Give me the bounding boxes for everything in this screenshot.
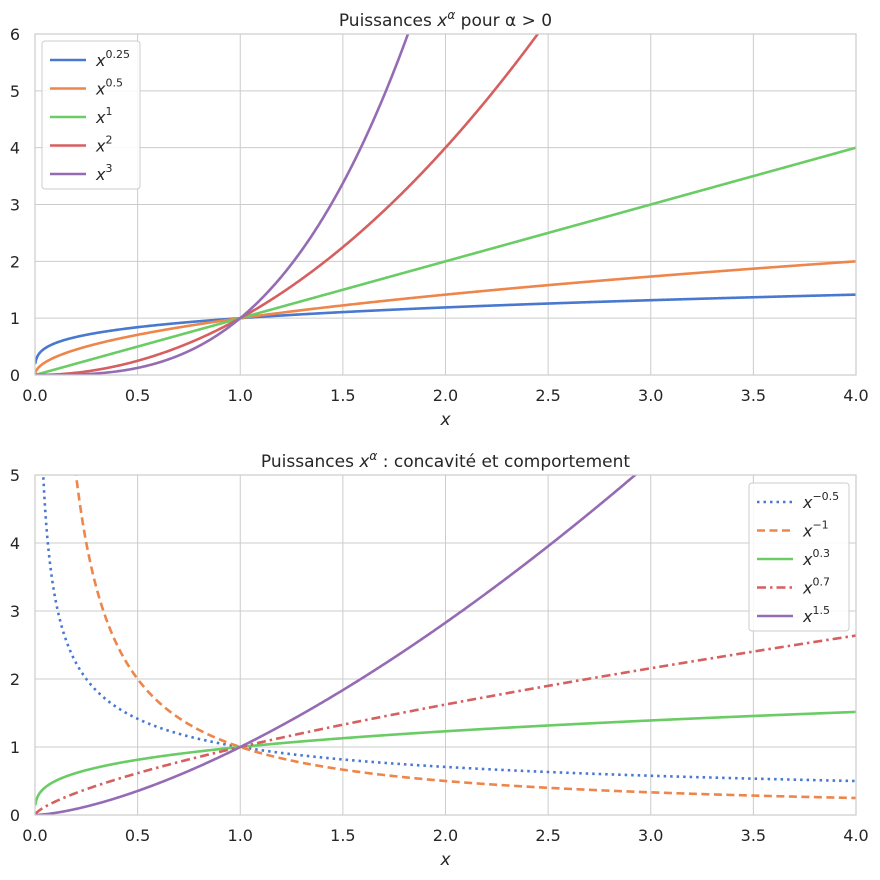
series-line-x0.25 [35,293,856,365]
y-tick-label: 0 [10,366,20,385]
y-tick-label: 3 [10,196,20,215]
x-tick-label: 3.0 [638,826,663,845]
x-tick-label: 1.5 [330,826,355,845]
x-tick-label: 3.0 [638,386,663,405]
y-tick-label: 5 [10,466,20,485]
series-line-x1 [35,146,856,375]
x-axis-label: x [439,850,451,870]
legend: x0.25 x0.5 x1 x2 x3 [41,40,141,190]
x-tick-label: 2.0 [433,826,458,845]
x-tick-label: 0.0 [22,386,47,405]
y-tick-label: 6 [10,25,20,44]
series-line-x-1 [74,475,856,800]
y-tick-label: 1 [10,309,20,328]
grid [34,474,857,816]
y-tick-label: 2 [10,252,20,271]
legend-label: x0.25 [95,48,130,70]
plot-frame [34,33,857,376]
x-tick-label: 0.0 [22,826,47,845]
x-tick-label: 4.0 [843,386,868,405]
legend-label: x0.7 [802,576,830,598]
legend-label: x−1 [802,519,829,541]
legend-box [41,40,141,190]
x-tick-label: 2.0 [433,386,458,405]
legend-label: x0.5 [95,77,123,99]
legend-label: x1 [95,105,112,127]
series-group [35,475,856,815]
x-tick-label: 0.5 [125,386,150,405]
y-tick-label: 5 [10,82,20,101]
series-line-x0.7 [35,634,856,815]
legend-box [748,482,850,632]
x-tick-label: 3.5 [741,826,766,845]
y-tick-label: 0 [10,806,20,825]
legend-label: x3 [95,162,112,184]
chart-title: Puissances xα : concavité et comportemen… [261,449,630,472]
x-tick-label: 2.5 [535,386,560,405]
y-tick-label: 1 [10,738,20,757]
series-line-x-0.5 [41,475,856,783]
legend: x−0.5 x−1 x0.3 x0.7 x1.5 [748,482,850,632]
x-tick-label: 3.5 [741,386,766,405]
series-group [35,34,856,375]
series-line-x0.3 [35,710,856,806]
x-tick-label: 4.0 [843,826,868,845]
x-tick-label: 0.5 [125,826,150,845]
y-tick-label: 4 [10,534,20,553]
series-line-x3 [35,34,410,375]
x-tick-label: 1.0 [228,826,253,845]
legend-label: x−0.5 [802,490,839,512]
legend-label: x2 [95,134,112,156]
legend-label: x0.3 [802,547,830,569]
chart-2: 0.0 0.5 1.0 1.5 2.0 2.5 3.0 3.5 4.0 0 1 2 3 4 5 x Puissa… [10,449,869,870]
y-tick-label: 3 [10,602,20,621]
x-tick-label: 2.5 [535,826,560,845]
chart-title: Puissances xα pour α > 0 [339,8,552,31]
x-tick-label: 1.5 [330,386,355,405]
plot-frame [34,474,857,816]
x-tick-label: 1.0 [228,386,253,405]
x-axis-label: x [439,410,451,430]
y-tick-label: 2 [10,670,20,689]
series-line-x0.5 [35,260,856,374]
chart-1: 0.0 0.5 1.0 1.5 2.0 2.5 3.0 3.5 4.0 0 1 2 3 4 5 6 x Puiss… [10,8,869,430]
legend-label: x1.5 [802,604,830,626]
series-line-x2 [35,34,540,375]
series-line-x1.5 [35,475,638,815]
y-tick-label: 4 [10,139,20,158]
